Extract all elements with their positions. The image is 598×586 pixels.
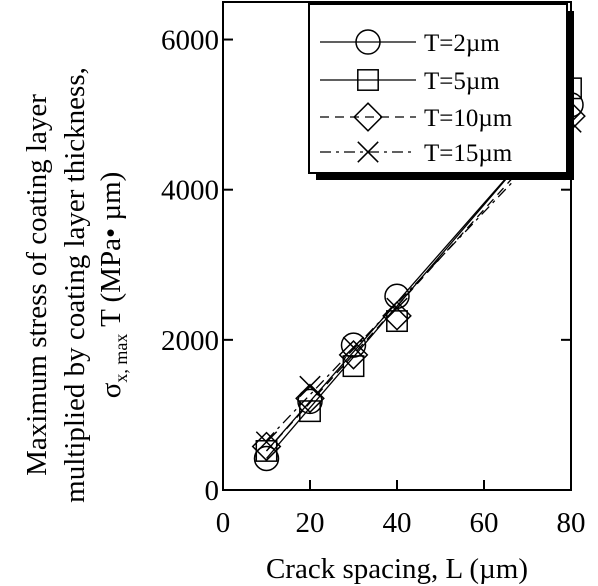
axis-ticks: 0 20 40 60 80 0 2000 4000 6000 — [161, 25, 586, 539]
x-marker — [255, 431, 278, 453]
diamond-marker — [382, 300, 412, 331]
x-axis-title: Crack spacing, L (µm) — [266, 553, 528, 585]
legend-label: T=15µm — [424, 140, 513, 167]
y-tick-label: 0 — [205, 475, 220, 507]
legend-label: T=2µm — [424, 30, 500, 57]
y-tick-label: 2000 — [161, 325, 219, 357]
legend: T=2µm T=5µm T=10µm T=15µm — [308, 3, 574, 180]
x-marker — [342, 336, 365, 359]
x-marker — [386, 297, 408, 320]
x-tick-label: 40 — [383, 507, 412, 539]
y-axis-unit: T (MPa• µm) — [95, 172, 127, 334]
x-marker — [299, 375, 321, 398]
y-tick-label: 4000 — [161, 175, 219, 207]
diamond-marker — [353, 102, 383, 132]
diamond-marker — [251, 431, 282, 462]
y-tick-label: 6000 — [161, 25, 219, 57]
square-marker — [342, 355, 365, 378]
y-axis-subscript: x, max — [111, 334, 131, 383]
circle-marker — [340, 332, 367, 358]
y-axis-sigma: σ — [95, 382, 127, 398]
y-axis-title-line-2: multiplied by coating layer thickness, — [59, 67, 91, 503]
x-tick-label: 80 — [557, 507, 586, 539]
x-tick-label: 60 — [470, 507, 499, 539]
x-tick-label: 20 — [296, 507, 325, 539]
x-marker — [357, 141, 379, 163]
diamond-marker — [338, 340, 369, 370]
circle-marker — [253, 445, 280, 472]
y-axis-title-line-3: σx, max T (MPa• µm) — [95, 172, 131, 399]
legend-label: T=5µm — [424, 68, 500, 95]
circle-marker — [297, 388, 323, 415]
square-marker — [386, 310, 408, 333]
legend-label: T=10µm — [424, 105, 513, 132]
y-axis-title-line-1: Maximum stress of coating layer — [21, 94, 53, 476]
square-marker — [357, 69, 379, 91]
y-axis-title: Maximum stress of coating layer multipli… — [21, 67, 131, 503]
square-marker — [299, 400, 321, 423]
x-tick-label: 0 — [216, 507, 231, 539]
circle-marker — [355, 29, 381, 55]
diamond-marker — [295, 383, 325, 414]
legend-entries: T=2µm T=5µm T=10µm T=15µm — [320, 29, 513, 167]
legend-box — [308, 3, 568, 174]
